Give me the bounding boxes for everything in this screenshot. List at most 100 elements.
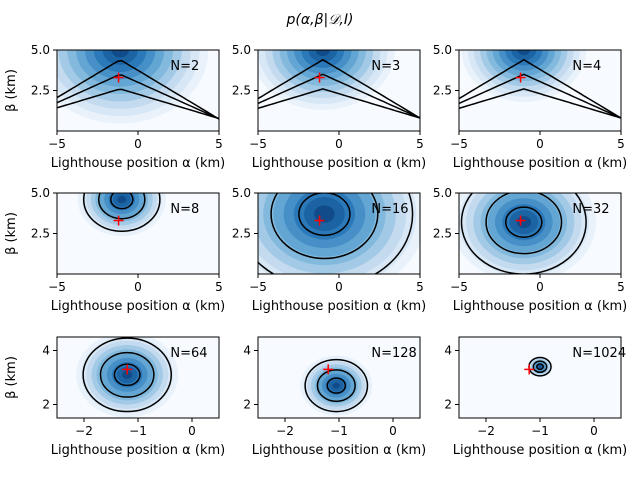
y-axis-label: β (km) (4, 69, 19, 112)
panel-annotation: N=64 (170, 346, 207, 361)
x-axis-label: Lighthouse position α (km) (51, 443, 225, 458)
contour-line (505, 206, 543, 238)
x-axis-label: Lighthouse position α (km) (252, 299, 426, 314)
heatmap-area (459, 50, 621, 131)
y-tick-label: 4 (243, 344, 251, 358)
heatmap-band (315, 50, 331, 57)
x-tick-label: −5 (249, 280, 267, 294)
true-position-marker (113, 72, 124, 83)
contour-line (57, 74, 219, 120)
x-axis-label: Lighthouse position α (km) (453, 299, 627, 314)
contour-line (82, 337, 173, 413)
x-tick-label: 0 (590, 424, 598, 438)
x-tick-label: −1 (330, 424, 348, 438)
panel-n-1024: N=1024 −2 −1 0 2 4 Lighthouse position α (km) (444, 336, 627, 458)
panel-annotation: N=3 (371, 59, 400, 74)
panel-n-16: N=16 −5 0 5 2.5 5.0 Lighthouse position α (km) (232, 186, 426, 314)
contour-line (57, 88, 219, 120)
true-position-marker (524, 364, 535, 375)
x-tick-label: −2 (276, 424, 294, 438)
panel-n-64: N=64 −2 −1 0 2 4 Lighthouse position α (km) β (… (4, 336, 225, 458)
contour-line (459, 88, 621, 119)
x-tick-label: 0 (188, 424, 196, 438)
x-tick-label: 0 (134, 137, 142, 151)
y-tick-label: 2.5 (232, 227, 251, 241)
x-axis-label: Lighthouse position α (km) (453, 156, 627, 171)
heatmap-band (111, 50, 129, 58)
y-tick-label: 5.0 (232, 186, 251, 200)
y-tick-label: 2.5 (31, 84, 50, 98)
contour-line (326, 377, 347, 394)
x-axis-label: Lighthouse position α (km) (252, 443, 426, 458)
x-tick-label: 5 (617, 280, 625, 294)
heatmap-area (57, 193, 219, 274)
x-tick-label: 5 (416, 137, 424, 151)
y-tick-label: 4 (444, 344, 452, 358)
heatmap-band (516, 216, 532, 229)
heatmap-area (258, 193, 420, 274)
contour-line (113, 363, 141, 387)
heatmap-band (122, 370, 133, 380)
x-tick-label: 0 (335, 137, 343, 151)
y-tick-label: 5.0 (232, 43, 251, 57)
x-tick-label: −5 (450, 280, 468, 294)
y-tick-label: 5.0 (31, 186, 50, 200)
y-tick-label: 2 (42, 398, 50, 412)
y-tick-label: 5.0 (31, 43, 50, 57)
heatmap-band (517, 50, 531, 56)
panel-n-4: N=4 −5 0 5 2.5 5.0 Lighthouse position α (km) (433, 43, 627, 171)
contour-line (298, 193, 351, 237)
contour-line (532, 360, 548, 374)
heatmap-area (459, 193, 621, 274)
x-tick-label: −5 (450, 137, 468, 151)
contour-line (258, 88, 420, 119)
panel-n-3: N=3 −5 0 5 2.5 5.0 Lighthouse position α (km) (232, 43, 426, 171)
panel-annotation: N=16 (371, 202, 408, 217)
heatmap-area (258, 337, 420, 418)
contour-line (98, 193, 146, 220)
contour-line (485, 193, 563, 255)
contour-line (258, 193, 414, 274)
x-tick-label: −1 (531, 424, 549, 438)
contour-line (258, 73, 420, 119)
contour-line (536, 363, 544, 371)
true-position-marker (113, 215, 124, 226)
x-tick-label: −2 (75, 424, 93, 438)
contour-line (270, 193, 379, 260)
heatmap-band (117, 195, 127, 204)
x-tick-label: −5 (249, 137, 267, 151)
x-tick-label: 5 (215, 137, 223, 151)
y-tick-label: 2.5 (31, 227, 50, 241)
heatmap-area (258, 50, 420, 131)
panel-n-128: N=128 −2 −1 0 2 4 Lighthouse position α (km) (243, 336, 426, 458)
x-axis-label: Lighthouse position α (km) (252, 156, 426, 171)
contour-line (304, 358, 369, 413)
contour-line (459, 73, 621, 119)
contour-line (110, 193, 134, 210)
heatmap-background (459, 337, 621, 418)
x-tick-label: 0 (134, 280, 142, 294)
y-axis-label: β (km) (4, 356, 19, 399)
contour-line (57, 59, 219, 120)
x-tick-label: −5 (48, 280, 66, 294)
heatmap-area (57, 337, 219, 418)
y-tick-label: 2.5 (433, 84, 452, 98)
y-tick-label: 2 (243, 398, 251, 412)
y-tick-label: 2 (444, 398, 452, 412)
contour-line (258, 58, 420, 119)
x-tick-label: 0 (335, 280, 343, 294)
panel-annotation: N=128 (371, 346, 416, 361)
y-axis-label: β (km) (4, 212, 19, 255)
panel-annotation: N=8 (170, 202, 199, 217)
panel-n-2: N=2 −5 0 5 2.5 5.0 Lighthouse position α (km) β… (4, 43, 225, 171)
true-position-marker (323, 364, 334, 375)
contour-line (460, 193, 587, 274)
y-tick-label: 5.0 (433, 43, 452, 57)
figure-suptitle: p(α,β|𝒟,I) (286, 12, 354, 28)
y-tick-label: 2.5 (433, 227, 452, 241)
panel-annotation: N=2 (170, 59, 199, 74)
x-axis-label: Lighthouse position α (km) (453, 443, 627, 458)
x-tick-label: 5 (215, 280, 223, 294)
